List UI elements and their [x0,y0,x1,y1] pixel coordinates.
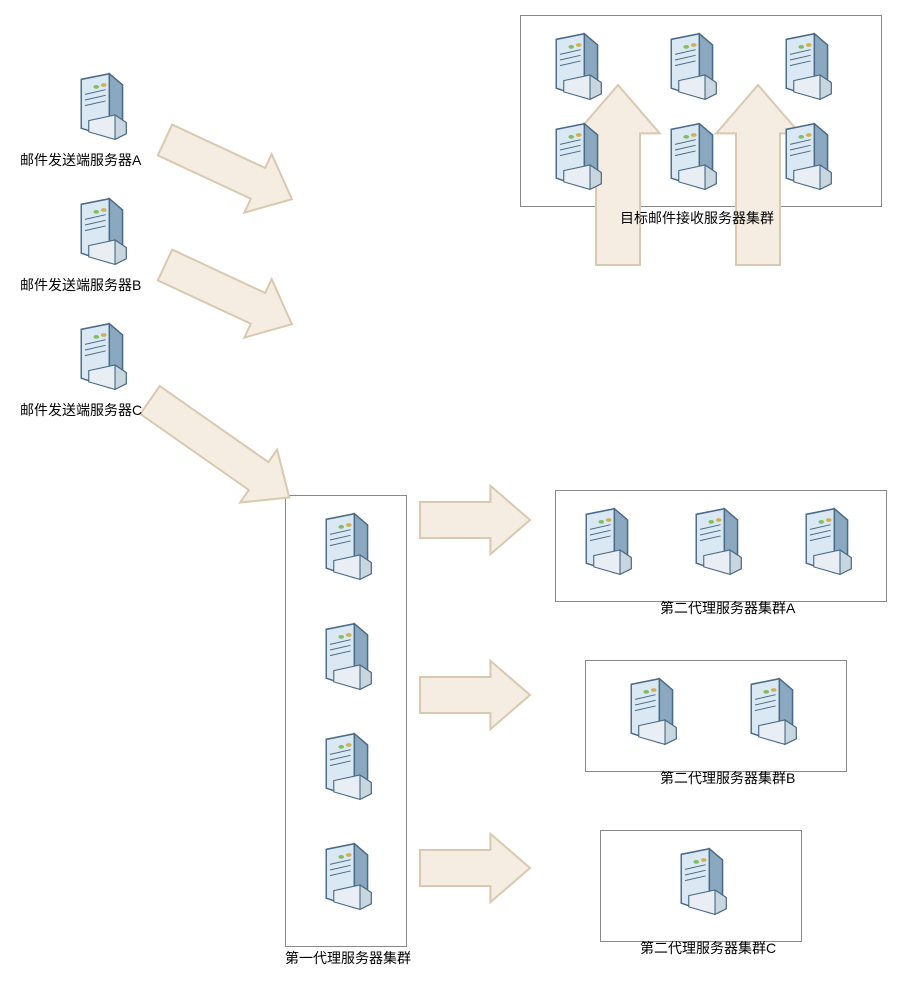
second-proxy-c-label: 第二代理服务器集群C [640,938,776,958]
sender-server-2 [70,195,130,270]
second-proxy-b-label: 第二代理服务器集群B [660,768,795,788]
sender-server-3 [70,320,130,395]
arrow-first-to-c [420,834,598,902]
sender-label-2: 邮件发送端服务器B [20,275,141,295]
second-proxy-a-server-2 [685,505,745,580]
first-proxy-server-2 [315,620,375,695]
target-server-3 [775,30,835,105]
sender-label-1: 邮件发送端服务器A [20,150,141,170]
second-proxy-b-server-2 [740,675,800,750]
sender-server-1 [70,70,130,145]
second-proxy-a-server-1 [575,505,635,580]
arrow-first-to-a [420,486,598,554]
arrow-first-to-b [420,661,598,729]
arrow-sender-a [151,111,364,256]
first-proxy-label: 第一代理服务器集群 [285,948,411,968]
second-proxy-a-label: 第二代理服务器集群A [660,598,795,618]
target-server-4 [545,120,605,195]
first-proxy-server-1 [315,510,375,585]
first-proxy-server-4 [315,840,375,915]
target-server-2 [660,30,720,105]
second-proxy-b-server-1 [620,675,680,750]
target-server-5 [660,120,720,195]
sender-label-3: 邮件发送端服务器C [20,400,142,420]
first-proxy-server-3 [315,730,375,805]
second-proxy-c-server-1 [670,845,730,920]
target-server-6 [775,120,835,195]
arrow-sender-b [151,236,364,381]
second-proxy-a-server-3 [795,505,855,580]
target-server-1 [545,30,605,105]
target-cluster-label: 目标邮件接收服务器集群 [620,208,774,228]
